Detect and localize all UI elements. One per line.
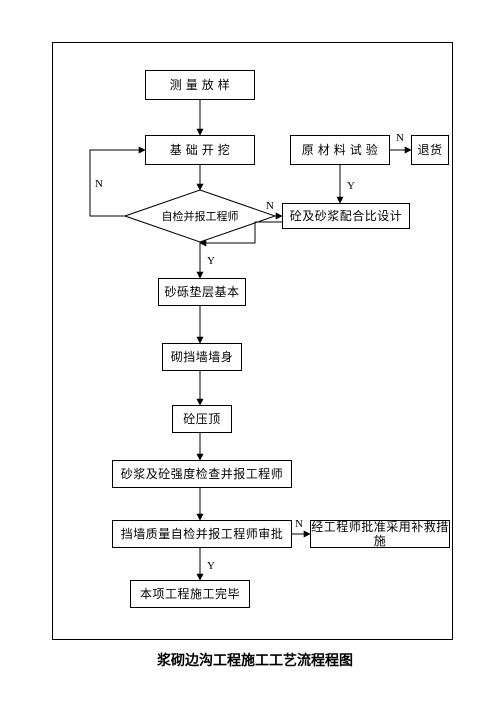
- outer-frame: [52, 42, 453, 640]
- node-label: 退货: [417, 143, 442, 157]
- edge-label: N: [266, 200, 274, 212]
- node-label: 挡墙质量自检并报工程师审批: [121, 527, 284, 541]
- node-material-test: 原 材 料 试 验: [290, 135, 390, 165]
- edge-label: N: [95, 178, 103, 190]
- node-quality-review: 挡墙质量自检并报工程师审批: [112, 520, 292, 548]
- node-coping: 砼压顶: [172, 405, 232, 433]
- node-self-check: 自检并报工程师: [125, 190, 275, 242]
- node-label: 自检并报工程师: [162, 208, 239, 224]
- node-complete: 本项工程施工完毕: [130, 580, 250, 608]
- node-label: 砂浆及砼强度检查并报工程师: [121, 467, 284, 481]
- node-label: 原 材 料 试 验: [302, 143, 379, 157]
- node-mix-design: 砼及砂浆配合比设计: [282, 203, 410, 229]
- node-remedial: 经工程师批准采用补救措施: [310, 520, 450, 548]
- caption-text: 浆砌边沟工程施工工艺流程程图: [157, 652, 353, 668]
- node-strength-check: 砂浆及砼强度检查并报工程师: [112, 460, 292, 488]
- node-label: 砼及砂浆配合比设计: [290, 209, 403, 223]
- node-label: 砂砾垫层基本: [164, 285, 239, 299]
- edge-label: Y: [207, 255, 215, 267]
- node-label: 基 础 开 挖: [170, 143, 231, 157]
- node-wall-body: 砌挡墙墙身: [162, 343, 242, 371]
- node-label: 经工程师批准采用补救措施: [311, 520, 449, 549]
- node-gravel-bed: 砂砾垫层基本: [158, 278, 246, 306]
- node-return: 退货: [411, 135, 449, 165]
- edge-label: Y: [207, 560, 215, 572]
- edge-label: N: [295, 518, 303, 530]
- node-label: 本项工程施工完毕: [140, 587, 240, 601]
- node-label: 砌挡墙墙身: [171, 350, 234, 364]
- edge-label: N: [396, 132, 404, 144]
- edge-label: Y: [347, 180, 355, 192]
- node-excavate: 基 础 开 挖: [145, 135, 255, 165]
- node-measure: 测 量 放 样: [145, 70, 255, 100]
- page: 测 量 放 样 基 础 开 挖 原 材 料 试 验 退货 砼及砂浆配合比设计 砂…: [0, 0, 500, 707]
- caption: 浆砌边沟工程施工工艺流程程图: [115, 650, 395, 670]
- node-label: 测 量 放 样: [170, 78, 231, 92]
- node-label: 砼压顶: [183, 412, 221, 426]
